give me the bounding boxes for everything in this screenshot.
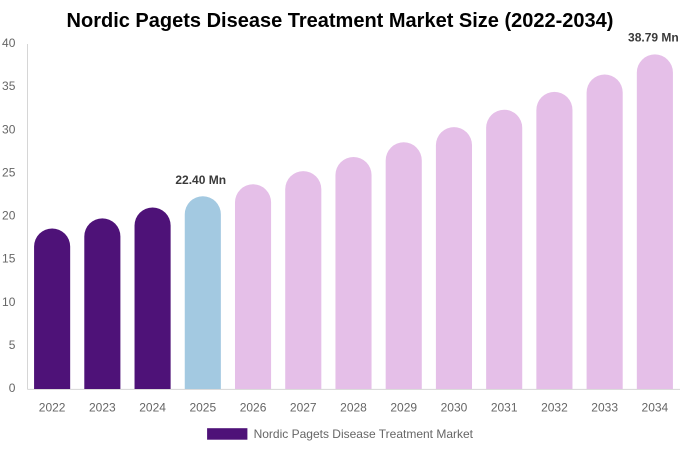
svg-text:2034: 2034 [642, 401, 669, 415]
svg-text:22.40 Mn: 22.40 Mn [175, 173, 226, 187]
svg-text:10: 10 [2, 295, 16, 309]
svg-text:2024: 2024 [139, 401, 166, 415]
svg-text:5: 5 [9, 338, 16, 352]
svg-text:2022: 2022 [39, 401, 66, 415]
svg-text:0: 0 [9, 381, 16, 395]
svg-text:35: 35 [2, 79, 16, 93]
svg-text:2033: 2033 [591, 401, 618, 415]
svg-text:2029: 2029 [390, 401, 417, 415]
svg-text:2025: 2025 [189, 401, 216, 415]
svg-text:30: 30 [2, 122, 16, 136]
svg-text:38.79 Mn: 38.79 Mn [628, 31, 679, 45]
svg-text:2027: 2027 [290, 401, 317, 415]
svg-text:15: 15 [2, 252, 16, 266]
svg-text:2023: 2023 [89, 401, 116, 415]
svg-text:2032: 2032 [541, 401, 568, 415]
svg-text:40: 40 [2, 36, 16, 50]
svg-text:2031: 2031 [491, 401, 518, 415]
svg-text:Nordic Pagets Disease Treatmen: Nordic Pagets Disease Treatment Market [254, 427, 474, 441]
svg-text:Nordic Pagets Disease Treatmen: Nordic Pagets Disease Treatment Market S… [67, 10, 614, 32]
svg-text:20: 20 [2, 209, 16, 223]
svg-text:25: 25 [2, 165, 16, 179]
svg-text:2026: 2026 [240, 401, 267, 415]
svg-text:2028: 2028 [340, 401, 367, 415]
svg-text:2030: 2030 [441, 401, 468, 415]
